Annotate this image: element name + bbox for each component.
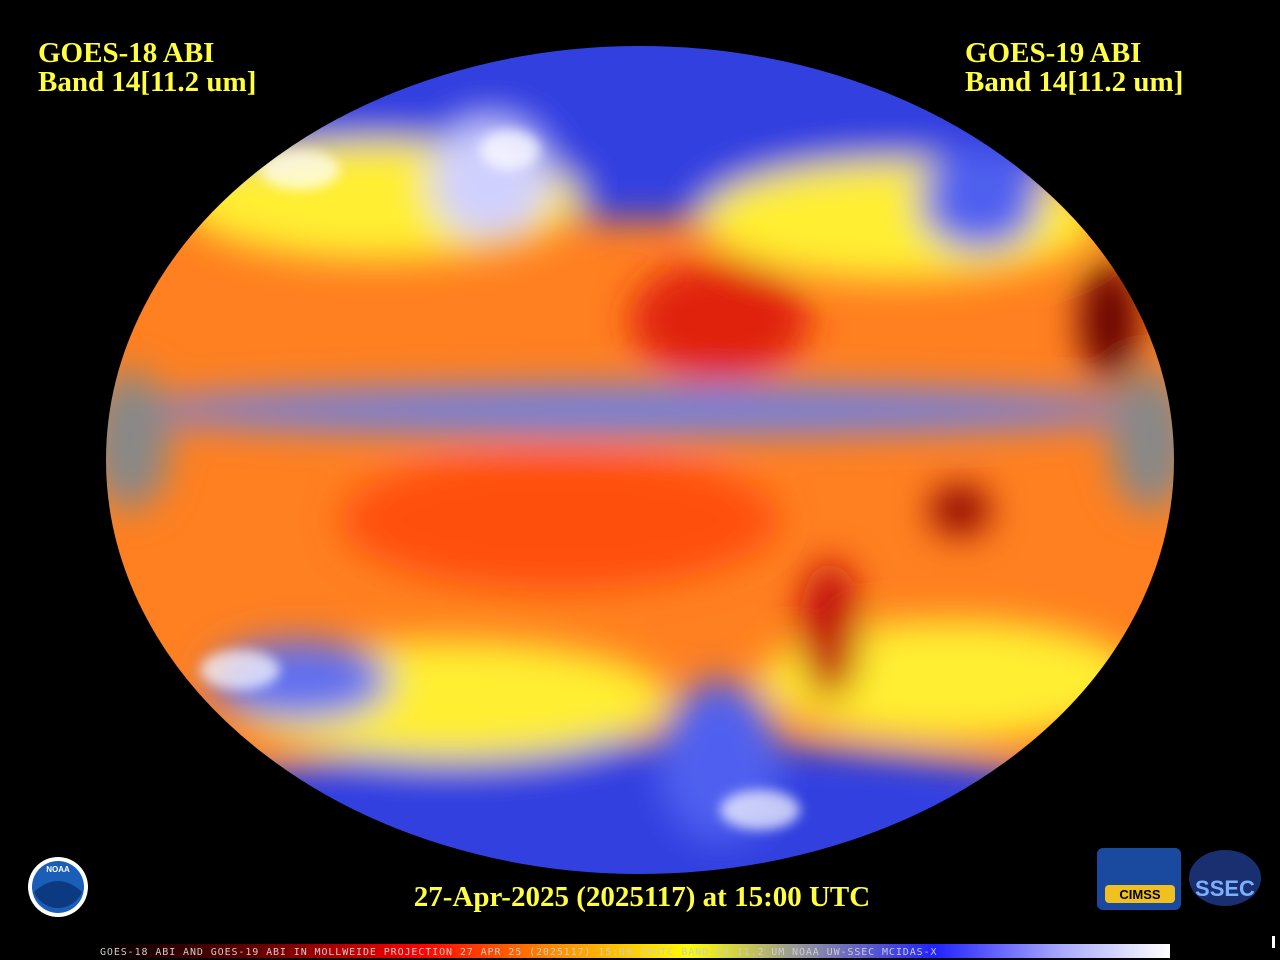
noaa-logo: NOAA [28, 857, 88, 917]
globe-outline [104, 44, 1176, 876]
cimss-logo: CIMSS [1097, 848, 1181, 910]
right-label-line2: Band 14[11.2 um] [965, 66, 1183, 98]
ssec-text: SSEC [1195, 876, 1255, 901]
left-label-line2: Band 14[11.2 um] [38, 66, 256, 98]
noaa-text: NOAA [46, 865, 70, 874]
marker [1272, 936, 1275, 948]
timestamp: 27-Apr-2025 (2025117) at 15:00 UTC [414, 881, 870, 913]
cimss-text: CIMSS [1119, 887, 1161, 902]
globe-image [105, 45, 1175, 875]
footer-text: GOES-18 ABI AND GOES-19 ABI IN MOLLWEIDE… [100, 947, 937, 958]
left-label-line1: GOES-18 ABI [38, 37, 214, 69]
ssec-logo: SSEC [1189, 850, 1261, 906]
right-label-line1: GOES-19 ABI [965, 37, 1141, 69]
color-bar [100, 944, 1170, 958]
